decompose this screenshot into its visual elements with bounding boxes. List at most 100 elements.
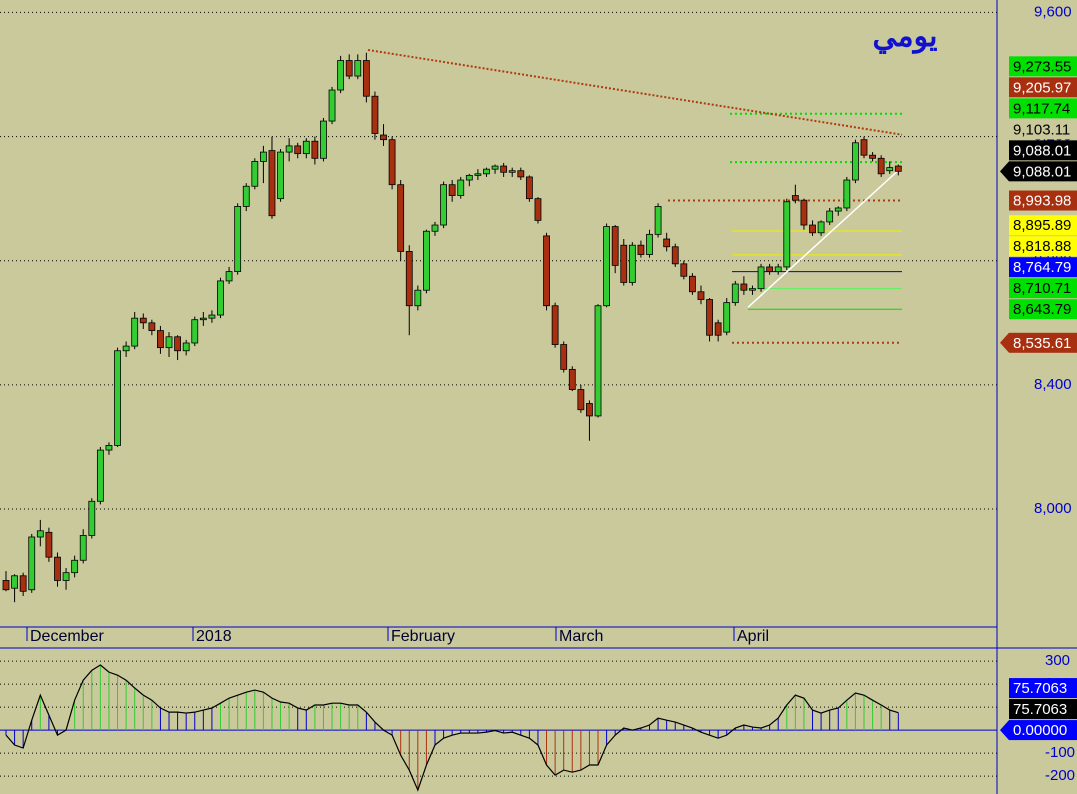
candle-body: [714, 322, 722, 336]
candle-body: [431, 224, 439, 232]
candle-body: [508, 170, 516, 173]
candle-body: [54, 556, 61, 581]
price-tag-label: 9,273.55: [1013, 58, 1071, 75]
candle-body: [757, 266, 765, 290]
candle-body: [474, 173, 482, 176]
x-tick-label: April: [737, 628, 769, 645]
candle-body: [199, 317, 207, 321]
oscillator-line: [5, 664, 899, 792]
candle-body: [740, 283, 748, 291]
price-tag-label: 8,764.79: [1013, 259, 1071, 276]
price-tag: [1009, 140, 1077, 161]
candle-body: [843, 179, 851, 209]
candle-body: [646, 233, 653, 255]
price-tag-label: 9,088.01: [1013, 163, 1071, 180]
candle-body: [62, 572, 70, 581]
trend-line: [747, 170, 899, 308]
candle-body: [354, 60, 362, 77]
candle-body: [225, 271, 233, 282]
candle-body: [817, 221, 825, 234]
price-tag-label: 9,103.11: [1013, 121, 1070, 138]
price-tag: [1009, 56, 1077, 77]
price-tag-label: 9,205.97: [1013, 79, 1071, 96]
price-tag-label: 8,710.71: [1013, 280, 1071, 297]
price-tag: [1009, 98, 1077, 119]
price-tag-label: 0.00000: [1013, 722, 1067, 739]
y-tick-label: 8,400: [1034, 376, 1072, 393]
price-tag-label: 8,993.98: [1013, 192, 1071, 209]
price-tag: [1009, 77, 1077, 98]
candle-body: [268, 150, 276, 217]
candle-body: [680, 263, 688, 277]
candle-body: [697, 291, 705, 300]
price-tag-label: 8,535.61: [1013, 335, 1071, 352]
candle-body: [414, 289, 422, 307]
candle-body: [457, 179, 465, 196]
candle-body: [577, 389, 585, 411]
candle-body: [551, 305, 559, 345]
candle-body: [345, 60, 353, 77]
price-tag-label: 8,643.79: [1013, 301, 1071, 318]
candle-body: [826, 210, 834, 223]
candle-body: [302, 140, 310, 155]
candle-body: [388, 139, 396, 186]
candle-body: [362, 60, 370, 97]
price-tag-label: 9,088.01: [1013, 142, 1071, 159]
candle-body: [886, 167, 894, 172]
candle-body: [663, 238, 671, 248]
candle-body: [774, 266, 782, 272]
price-tag: [1009, 190, 1077, 211]
candle-body: [405, 251, 413, 307]
candle-body: [294, 145, 302, 155]
candle-body: [791, 195, 799, 201]
candle-body: [208, 314, 216, 319]
candle-body: [852, 142, 859, 181]
y-tick-label: -200: [1045, 767, 1075, 784]
price-tag: [1009, 678, 1077, 699]
candle-body: [586, 403, 593, 417]
price-tag: [1009, 332, 1077, 353]
candle-body: [500, 165, 508, 173]
candle-body: [311, 140, 319, 159]
x-tick-label: March: [559, 628, 603, 645]
candle-body: [671, 246, 679, 265]
candle-body: [71, 559, 79, 574]
price-tag: [1009, 699, 1077, 720]
candle-body: [568, 368, 576, 390]
candle-body: [320, 120, 327, 159]
candle-body: [783, 201, 791, 268]
x-tick-label: 2018: [196, 628, 232, 645]
x-tick-label: February: [391, 628, 455, 645]
price-tag-label: 75.7063: [1013, 701, 1067, 718]
candle-body: [869, 154, 876, 159]
candle-body: [2, 580, 10, 591]
candle-body: [251, 161, 259, 187]
candle-body: [157, 330, 164, 349]
candle-body: [534, 198, 542, 221]
candle-body: [259, 151, 267, 162]
candle-body: [371, 95, 379, 134]
price-tag: [1009, 257, 1077, 278]
price-tag: [1009, 720, 1077, 741]
price-tag-pointer: [1000, 720, 1009, 741]
candle-body: [242, 185, 250, 207]
candle-body: [877, 157, 885, 175]
candle-body: [88, 500, 96, 536]
chart-title: يومي: [873, 19, 938, 54]
candle-body: [689, 275, 696, 293]
y-tick-label: 9,600: [1034, 3, 1072, 20]
candle-body: [465, 174, 473, 181]
y-tick-label: 300: [1045, 652, 1070, 669]
candle-body: [234, 206, 242, 272]
price-tag-pointer: [1000, 332, 1009, 353]
candle-body: [483, 168, 490, 175]
candle-body: [860, 139, 868, 156]
candle-body: [11, 575, 18, 589]
candle-body: [706, 299, 713, 336]
price-tag-pointer: [1000, 161, 1009, 182]
candle-body: [620, 244, 628, 283]
candle-body: [834, 207, 842, 212]
candle-body: [105, 445, 113, 451]
